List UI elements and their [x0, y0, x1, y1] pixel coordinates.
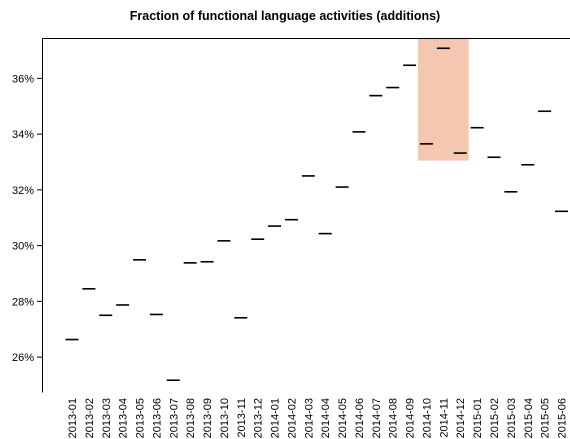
x-tick-label: 2013-04 [118, 398, 130, 438]
x-tick-label: 2014-11 [438, 398, 450, 438]
x-tick-label: 2014-03 [303, 398, 315, 438]
x-tick-label: 2013-03 [101, 398, 113, 438]
y-tick-label: 30% [12, 241, 34, 253]
x-tick-label: 2014-01 [270, 398, 282, 438]
x-tick-label: 2015-04 [523, 398, 535, 438]
y-tick-label: 32% [12, 185, 34, 197]
chart-title: Fraction of functional language activiti… [129, 9, 441, 23]
x-tick-label: 2013-01 [67, 398, 79, 438]
x-tick-label: 2014-04 [320, 398, 332, 438]
x-tick-label: 2015-03 [506, 398, 518, 438]
x-tick-label: 2013-06 [151, 398, 163, 438]
x-tick-label: 2015-05 [540, 398, 552, 438]
y-tick-label: 36% [12, 73, 34, 85]
x-tick-label: 2014-08 [388, 398, 400, 438]
x-tick-label: 2013-11 [236, 398, 248, 438]
x-tick-label: 2015-06 [557, 398, 569, 438]
x-tick-label: 2015-01 [472, 398, 484, 438]
x-tick-label: 2014-02 [286, 398, 298, 438]
x-tick-label: 2013-05 [135, 398, 147, 438]
x-tick-label: 2014-07 [371, 398, 383, 438]
y-tick-label: 34% [12, 129, 34, 141]
x-tick-label: 2013-09 [202, 398, 214, 438]
x-tick-label: 2013-10 [219, 398, 231, 438]
x-tick-label: 2013-08 [185, 398, 197, 438]
highlight-region [418, 38, 469, 161]
x-tick-label: 2013-02 [84, 398, 96, 438]
x-tick-label: 2013-12 [253, 398, 265, 438]
x-tick-label: 2014-09 [405, 398, 417, 438]
x-tick-label: 2014-05 [337, 398, 349, 438]
plot-frame-left-axis [42, 38, 570, 393]
x-tick-label: 2015-02 [489, 398, 501, 438]
x-tick-label: 2014-10 [421, 398, 433, 438]
y-tick-label: 28% [12, 296, 34, 308]
x-tick-label: 2014-12 [455, 398, 467, 438]
x-tick-label: 2013-07 [168, 398, 180, 438]
x-tick-label: 2014-06 [354, 398, 366, 438]
y-tick-label: 26% [12, 352, 34, 364]
